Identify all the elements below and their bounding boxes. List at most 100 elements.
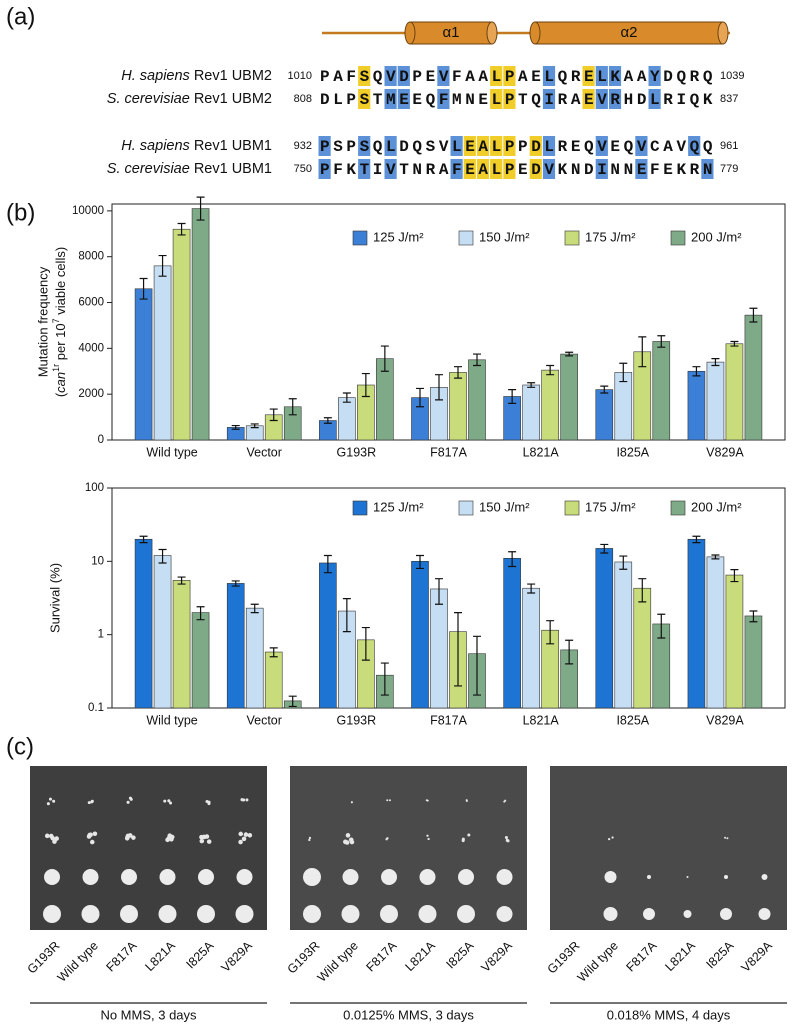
- bar: [725, 343, 744, 441]
- error-bar: [139, 277, 148, 300]
- error-bar: [416, 554, 424, 570]
- residue-highlight: [476, 136, 490, 156]
- bar: [153, 555, 172, 709]
- residue-highlight: [503, 89, 516, 109]
- plate-photo: [290, 766, 527, 930]
- protein: Rev1 UBM1: [194, 161, 272, 177]
- label-part: viable cells): [53, 247, 68, 319]
- protein: Rev1 UBM2: [194, 68, 272, 84]
- protein: Rev1 UBM2: [194, 91, 272, 107]
- error-bar: [692, 366, 701, 377]
- error-bar: [177, 222, 186, 236]
- bar: [191, 208, 210, 441]
- legend-swatch: [564, 500, 580, 516]
- colony: [167, 833, 173, 838]
- label-part: per 10: [53, 323, 68, 363]
- legend-swatch: [670, 230, 686, 246]
- error-bar: [380, 345, 389, 372]
- colony: [43, 905, 61, 923]
- bar: [172, 228, 191, 441]
- colony: [199, 838, 205, 844]
- error-bar: [435, 578, 443, 605]
- residue-highlight: [529, 136, 542, 156]
- y-tick-label: 2000: [78, 388, 104, 400]
- sequence: PSPSQLDQSVLEALPPDLREQVEQVCAVQQ: [320, 138, 716, 156]
- x-tick-label: G193R: [337, 445, 377, 459]
- colony: [199, 834, 204, 840]
- x-tick-label: F817A: [430, 713, 467, 727]
- error-bar: [288, 398, 297, 416]
- error-bar: [342, 598, 351, 633]
- legend-label: 175 J/m²: [585, 229, 636, 244]
- species: H. sapiens: [121, 68, 190, 84]
- residue-highlight: [384, 66, 397, 86]
- colony: [120, 905, 138, 923]
- x-tick-label: I825A: [616, 713, 649, 727]
- colony: [124, 836, 130, 841]
- bar: [172, 580, 191, 709]
- bar: [226, 583, 245, 709]
- colony: [683, 910, 692, 918]
- x-tick-label: Vector: [246, 445, 281, 459]
- strain-label: Wild type: [315, 939, 361, 985]
- legend-swatch: [564, 230, 580, 246]
- residue-highlight: [648, 89, 661, 109]
- plot-frame: [111, 203, 786, 441]
- colony: [207, 802, 211, 806]
- plot-frame: [111, 487, 786, 709]
- residue-highlight: [635, 159, 648, 179]
- helix-diagram: α1 α2: [322, 21, 730, 45]
- error-bar: [196, 606, 205, 621]
- residue-highlight: [595, 66, 608, 86]
- strain-label: V829A: [219, 938, 256, 975]
- error-bar: [565, 351, 574, 357]
- helix-label: α1: [442, 24, 459, 41]
- error-bar: [473, 635, 481, 696]
- error-bar: [638, 336, 647, 368]
- error-bar: [177, 576, 186, 585]
- strain-label: G193R: [25, 939, 63, 977]
- error-bar: [139, 535, 148, 544]
- colony: [496, 869, 513, 885]
- error-bar: [527, 583, 536, 594]
- bar: [522, 384, 540, 441]
- colony: [163, 799, 167, 803]
- residue-highlight: [542, 159, 556, 179]
- y-tick-label: 10: [91, 555, 104, 567]
- residue-highlight: [595, 136, 608, 156]
- residue-highlight: [384, 89, 397, 109]
- error-bar: [527, 382, 536, 388]
- colony: [426, 834, 429, 837]
- x-tick-label: G193R: [337, 713, 377, 727]
- panel-label: (c): [6, 733, 34, 760]
- panel-label: (b): [6, 199, 35, 226]
- colony: [386, 799, 389, 802]
- strain-label: Wild type: [575, 939, 621, 985]
- bar: [264, 651, 283, 709]
- strain-label: F817A: [364, 938, 400, 974]
- strain-label: L821A: [662, 938, 698, 974]
- residue-highlight: [503, 66, 516, 86]
- colony: [128, 796, 132, 800]
- bar: [522, 587, 540, 709]
- colony: [342, 869, 359, 885]
- x-tick-label: Vector: [246, 713, 281, 727]
- error-bar: [508, 551, 517, 568]
- error-bar: [657, 613, 666, 639]
- error-bar: [231, 424, 240, 430]
- x-tick-label: Wild type: [146, 445, 197, 459]
- residue-highlight: [503, 136, 516, 156]
- helix-cap: [717, 21, 729, 45]
- colony: [345, 833, 351, 838]
- residue-highlight: [688, 136, 701, 156]
- colony: [467, 833, 471, 837]
- sequence: DLPSTMEEQFMNELPTQIRAEVRHDLRIQK: [320, 91, 716, 109]
- helix-cap: [529, 21, 541, 45]
- error-bar: [565, 639, 574, 665]
- residue-highlight: [503, 159, 516, 179]
- residue-highlight: [608, 89, 622, 109]
- error-bar: [361, 626, 370, 661]
- strain-label: F817A: [104, 938, 140, 974]
- x-tick-label: L821A: [523, 445, 560, 459]
- error-bar: [600, 543, 609, 554]
